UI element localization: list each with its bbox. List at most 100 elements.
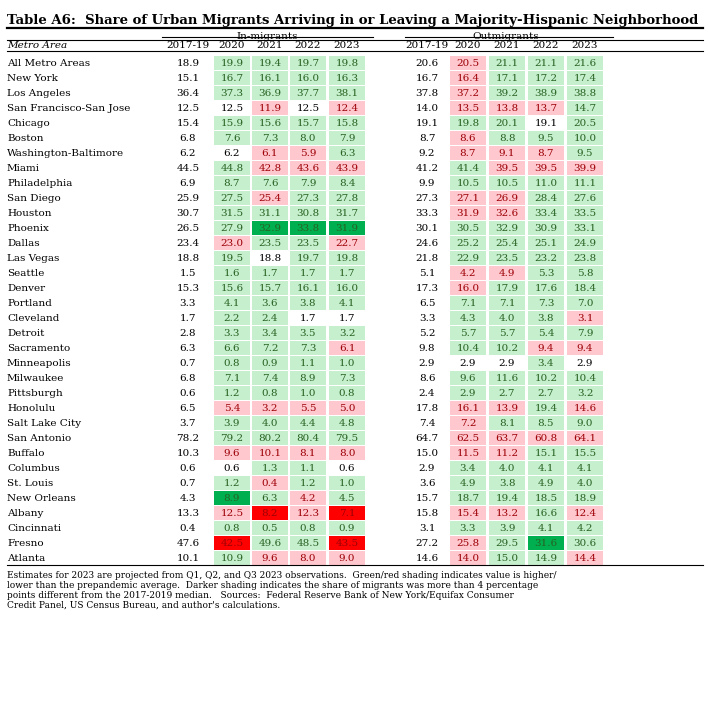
Bar xyxy=(567,161,603,175)
Text: 7.1: 7.1 xyxy=(224,374,240,383)
Bar xyxy=(329,416,365,430)
Text: 80.2: 80.2 xyxy=(258,434,282,443)
Text: 37.8: 37.8 xyxy=(415,89,439,98)
Text: 15.4: 15.4 xyxy=(457,509,479,518)
Text: 4.1: 4.1 xyxy=(339,299,355,308)
Bar xyxy=(329,431,365,445)
Text: 0.6: 0.6 xyxy=(339,464,355,473)
Text: 23.5: 23.5 xyxy=(297,239,320,248)
Text: 13.8: 13.8 xyxy=(496,104,518,113)
Text: 31.7: 31.7 xyxy=(335,209,359,218)
Bar xyxy=(252,326,288,340)
Bar xyxy=(528,56,564,70)
Text: 5.7: 5.7 xyxy=(498,329,515,338)
Bar xyxy=(290,206,326,220)
Bar xyxy=(567,281,603,295)
Text: 3.4: 3.4 xyxy=(262,329,278,338)
Text: 6.1: 6.1 xyxy=(262,149,278,158)
Bar xyxy=(214,536,250,550)
Bar xyxy=(290,131,326,145)
Text: 8.7: 8.7 xyxy=(419,134,435,143)
Text: 7.6: 7.6 xyxy=(224,134,240,143)
Text: 18.4: 18.4 xyxy=(574,284,596,293)
Bar xyxy=(567,416,603,430)
Bar xyxy=(290,281,326,295)
Text: 38.8: 38.8 xyxy=(574,89,596,98)
Bar xyxy=(528,401,564,415)
Text: 8.7: 8.7 xyxy=(224,179,240,188)
Text: 6.2: 6.2 xyxy=(224,149,240,158)
Text: 0.8: 0.8 xyxy=(262,389,278,398)
Text: 18.8: 18.8 xyxy=(177,254,200,263)
Text: 3.6: 3.6 xyxy=(262,299,278,308)
Text: 8.9: 8.9 xyxy=(224,494,240,503)
Text: 16.3: 16.3 xyxy=(335,74,359,83)
Text: 17.1: 17.1 xyxy=(496,74,518,83)
Text: St. Louis: St. Louis xyxy=(7,479,53,488)
Bar xyxy=(528,431,564,445)
Text: 2020: 2020 xyxy=(219,41,245,50)
Bar xyxy=(528,446,564,460)
Text: 62.5: 62.5 xyxy=(457,434,479,443)
Text: 17.6: 17.6 xyxy=(535,284,557,293)
Text: 2022: 2022 xyxy=(532,41,559,50)
Text: 2.2: 2.2 xyxy=(224,314,240,323)
Text: 2.7: 2.7 xyxy=(537,389,555,398)
Text: 43.6: 43.6 xyxy=(297,164,320,173)
Bar xyxy=(489,131,525,145)
Text: 1.7: 1.7 xyxy=(300,314,316,323)
Bar xyxy=(450,191,486,205)
Text: 31.9: 31.9 xyxy=(335,224,359,233)
Text: 16.7: 16.7 xyxy=(220,74,244,83)
Bar xyxy=(450,416,486,430)
Bar xyxy=(450,176,486,190)
Bar xyxy=(450,431,486,445)
Text: 3.1: 3.1 xyxy=(577,314,594,323)
Text: 3.7: 3.7 xyxy=(180,419,196,428)
Text: 5.3: 5.3 xyxy=(537,269,555,278)
Bar xyxy=(290,536,326,550)
Text: 4.2: 4.2 xyxy=(300,494,316,503)
Bar xyxy=(528,86,564,100)
Bar xyxy=(329,191,365,205)
Bar xyxy=(290,176,326,190)
Text: 2.9: 2.9 xyxy=(460,389,476,398)
Text: points different from the 2017-2019 median.   Sources:  Federal Reserve Bank of : points different from the 2017-2019 medi… xyxy=(7,591,514,600)
Bar xyxy=(489,56,525,70)
Text: 2020: 2020 xyxy=(454,41,481,50)
Text: 9.4: 9.4 xyxy=(577,344,594,353)
Text: Minneapolis: Minneapolis xyxy=(7,359,72,368)
Text: Phoenix: Phoenix xyxy=(7,224,49,233)
Bar xyxy=(528,221,564,235)
Text: 30.5: 30.5 xyxy=(457,224,479,233)
Bar xyxy=(214,311,250,325)
Bar xyxy=(252,506,288,520)
Bar xyxy=(329,281,365,295)
Text: 8.5: 8.5 xyxy=(537,419,555,428)
Text: 15.6: 15.6 xyxy=(258,119,282,128)
Text: 19.7: 19.7 xyxy=(297,59,320,68)
Bar xyxy=(252,116,288,130)
Bar xyxy=(489,326,525,340)
Text: 20.1: 20.1 xyxy=(496,119,518,128)
Bar xyxy=(252,146,288,160)
Text: 63.7: 63.7 xyxy=(496,434,518,443)
Text: 16.0: 16.0 xyxy=(297,74,320,83)
Text: 9.9: 9.9 xyxy=(419,179,435,188)
Text: 15.1: 15.1 xyxy=(535,449,557,458)
Text: 19.8: 19.8 xyxy=(335,254,359,263)
Bar xyxy=(290,86,326,100)
Text: 23.2: 23.2 xyxy=(535,254,557,263)
Bar xyxy=(450,491,486,505)
Bar xyxy=(528,281,564,295)
Text: 4.0: 4.0 xyxy=(498,314,515,323)
Text: Buffalo: Buffalo xyxy=(7,449,45,458)
Text: Houston: Houston xyxy=(7,209,52,218)
Bar xyxy=(290,221,326,235)
Text: All Metro Areas: All Metro Areas xyxy=(7,59,90,68)
Text: 5.7: 5.7 xyxy=(460,329,476,338)
Bar xyxy=(329,491,365,505)
Bar xyxy=(528,206,564,220)
Text: 42.8: 42.8 xyxy=(258,164,282,173)
Text: 8.1: 8.1 xyxy=(498,419,515,428)
